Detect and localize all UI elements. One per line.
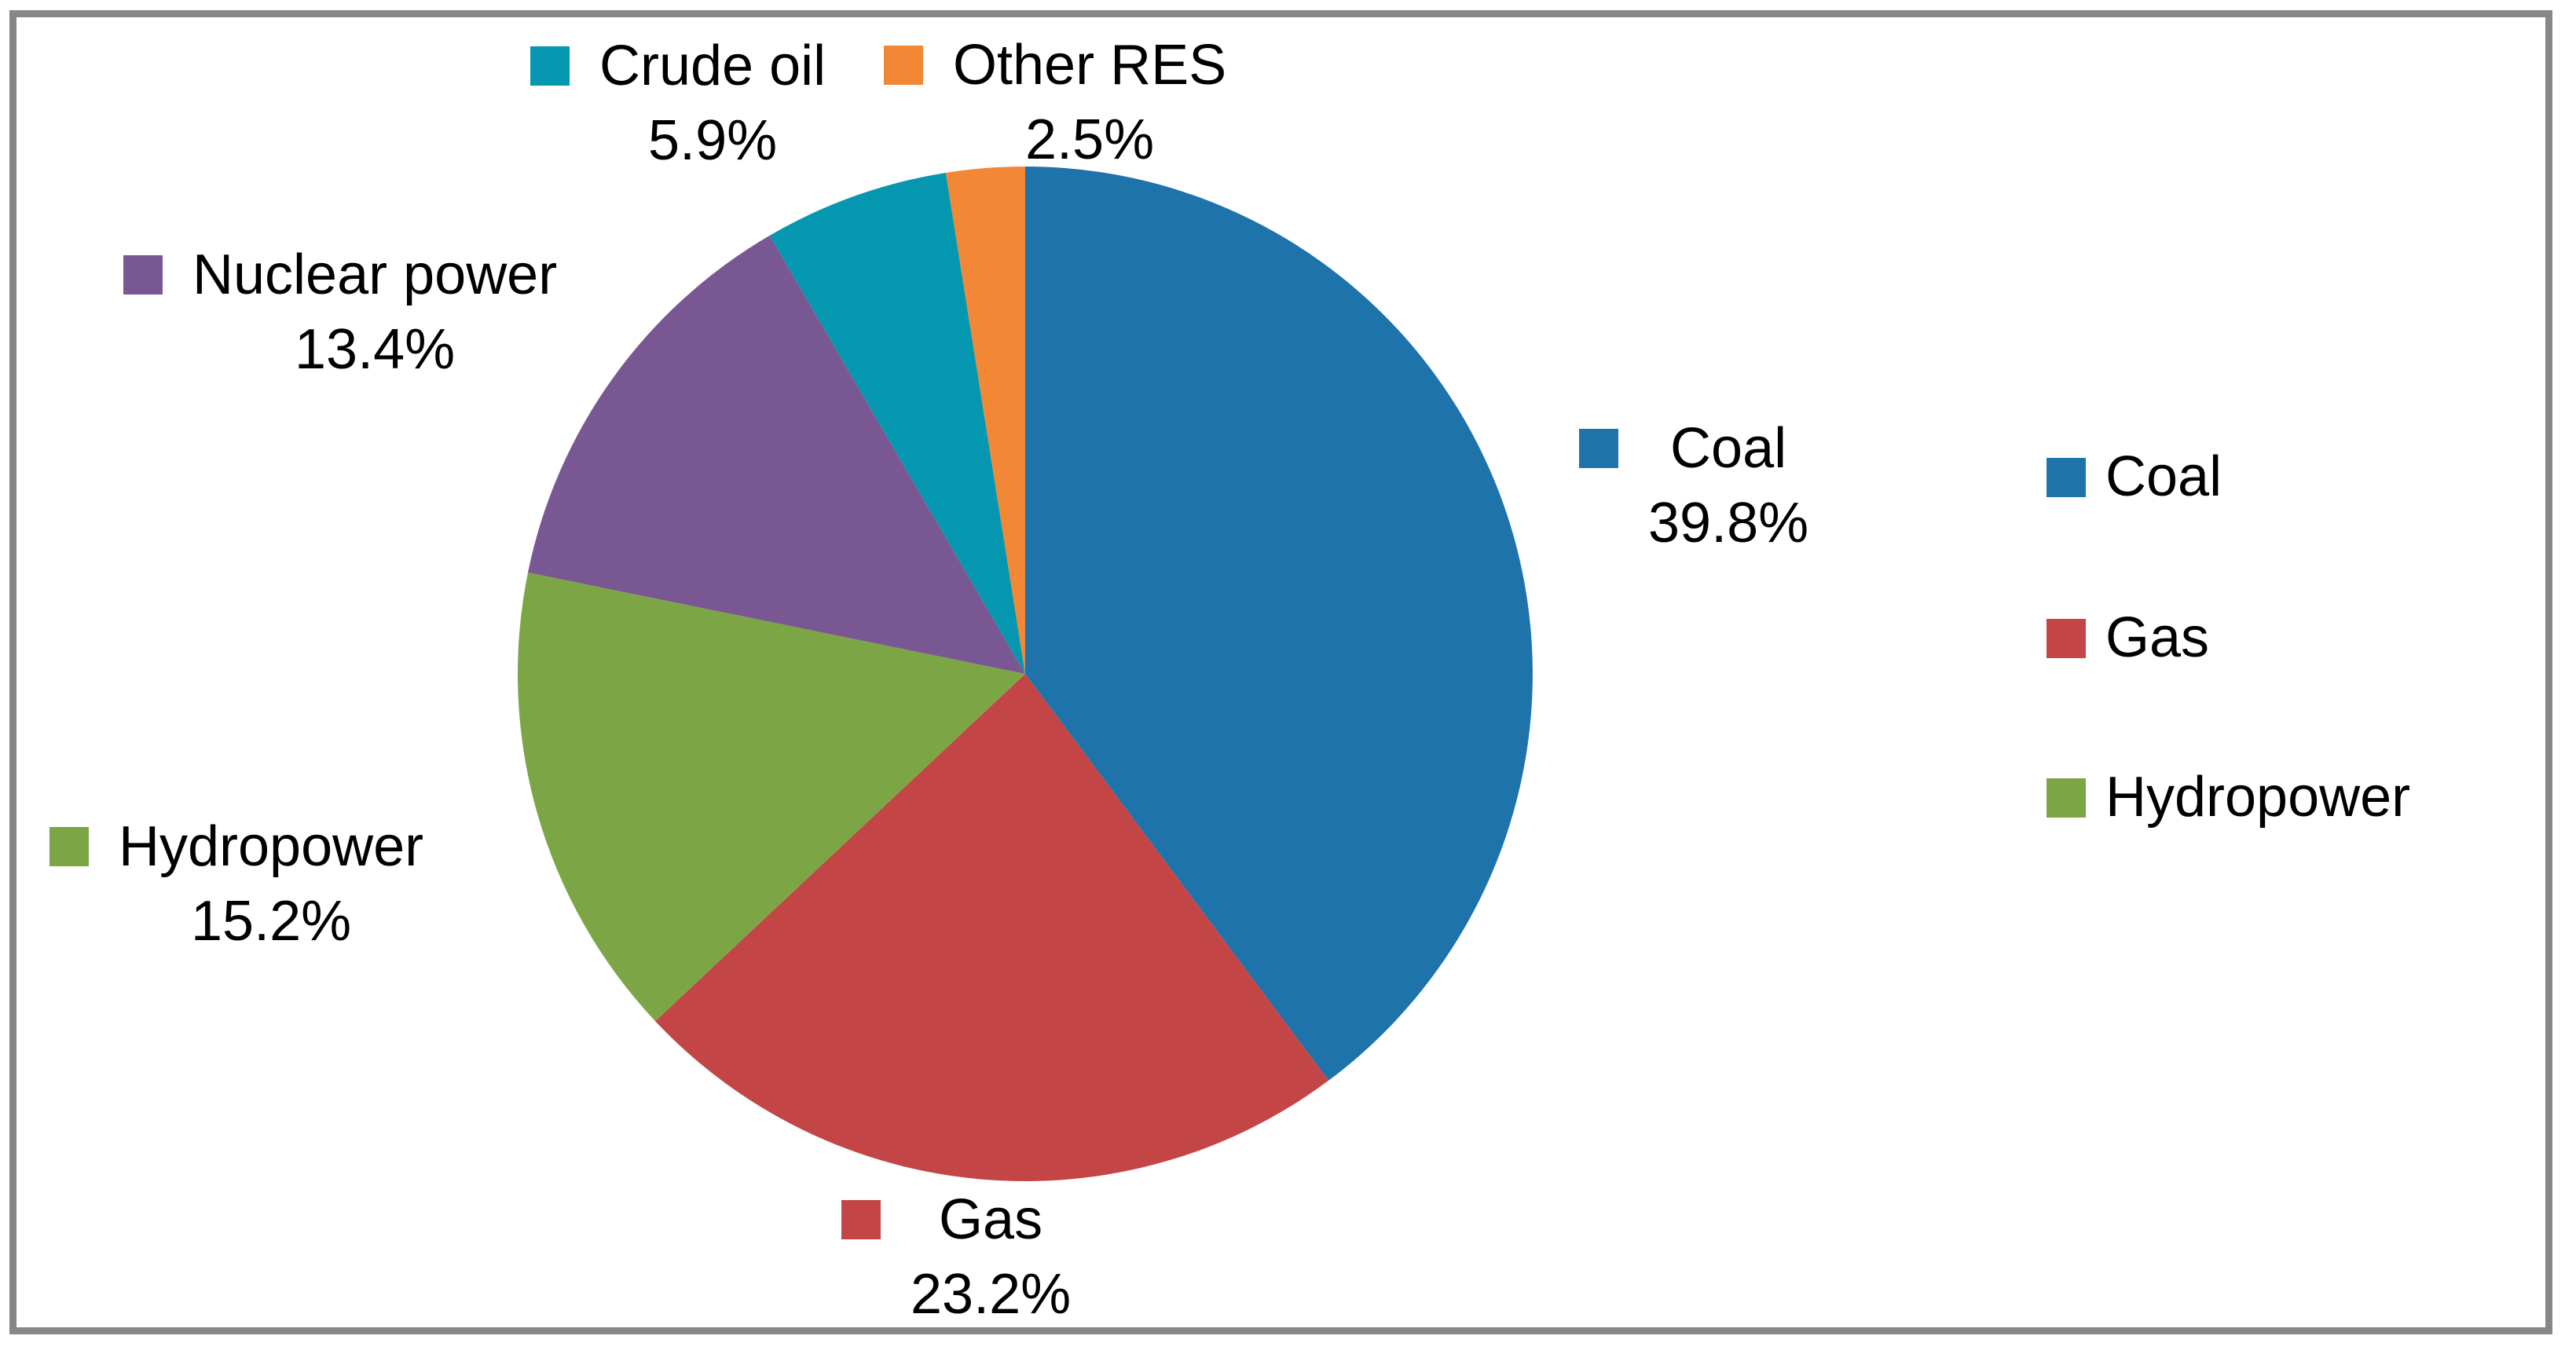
data-label-crude-oil: Crude oil 5.9% xyxy=(530,29,826,178)
hydropower-legend-swatch xyxy=(2047,778,2086,818)
data-label-hydropower: Hydropower 15.2% xyxy=(49,810,423,959)
data-label-category: Crude oil xyxy=(599,35,826,97)
data-label-percent: 15.2% xyxy=(191,890,352,953)
data-label-category: Coal xyxy=(1670,417,1787,480)
pie-slice-coal xyxy=(1025,167,1533,1081)
pie-slice-gas xyxy=(655,674,1329,1181)
data-label-coal: Coal 39.8% xyxy=(1579,412,1808,561)
pie-slice-other-res xyxy=(945,167,1025,674)
legend-item-coal: Coal xyxy=(2047,440,2222,514)
legend-item-label: Hydropower xyxy=(2105,766,2411,829)
nuclear-power-legend-key xyxy=(123,255,163,295)
data-label-percent: 23.2% xyxy=(911,1263,1072,1326)
pie-slice-nuclear-power xyxy=(528,235,1025,674)
data-label-percent: 13.4% xyxy=(295,318,456,381)
legend-item-hydropower: Hydropower xyxy=(2047,760,2410,835)
chart-border xyxy=(9,10,2552,1334)
data-label-category: Gas xyxy=(939,1188,1043,1251)
pie-slice-crude-oil xyxy=(769,173,1025,674)
legend-item-label: Coal xyxy=(2105,445,2222,508)
legend-item-label: Gas xyxy=(2105,606,2210,669)
coal-legend-key xyxy=(1579,429,1618,468)
data-label-category: Nuclear power xyxy=(192,243,558,306)
data-label-nuclear-power: Nuclear power 13.4% xyxy=(123,238,557,387)
data-label-category: Hydropower xyxy=(119,815,424,878)
pie-slice-hydropower xyxy=(517,573,1025,1022)
data-label-gas: Gas 23.2% xyxy=(841,1183,1071,1332)
other-res-legend-key xyxy=(884,46,923,85)
gas-legend-swatch xyxy=(2047,618,2086,658)
hydropower-legend-key xyxy=(49,827,89,866)
legend-item-gas: Gas xyxy=(2047,601,2209,675)
data-label-category: Other RES xyxy=(953,34,1227,97)
data-label-percent: 5.9% xyxy=(648,109,778,172)
data-label-percent: 2.5% xyxy=(1025,108,1155,171)
data-label-percent: 39.8% xyxy=(1648,492,1809,554)
gas-legend-key xyxy=(841,1200,881,1239)
coal-legend-swatch xyxy=(2047,457,2086,497)
data-label-other-res: Other RES 2.5% xyxy=(884,28,1226,177)
crude-oil-legend-key xyxy=(530,46,570,86)
